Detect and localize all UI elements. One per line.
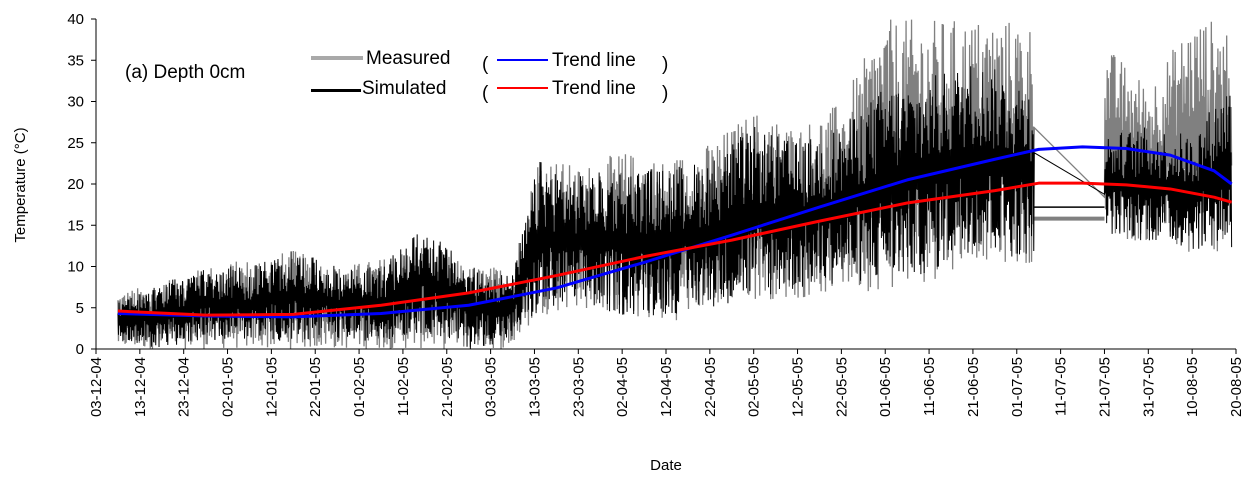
x-tick-label: 02-04-05 (614, 357, 631, 417)
axes (91, 18, 1237, 354)
x-tick-label: 13-12-04 (132, 357, 149, 417)
x-tick-label: 01-07-05 (1009, 357, 1026, 417)
x-tick-label: 23-12-04 (176, 357, 193, 417)
x-tick-label: 03-12-04 (88, 357, 105, 417)
legend-swatch-simulated (311, 89, 361, 92)
x-tick-label: 12-04-05 (658, 357, 675, 417)
x-tick-label: 22-01-05 (307, 357, 324, 417)
x-tick-label: 03-03-05 (483, 357, 500, 417)
legend: Measured Simulated ( Trend line ) ( Tren… (311, 48, 668, 104)
x-tick-label: 13-03-05 (526, 357, 543, 417)
series-band-simulated (117, 66, 1233, 349)
y-tick-label: 5 (76, 300, 84, 317)
x-tick-label: 02-05-05 (746, 357, 763, 417)
x-tick-label: 11-06-05 (921, 357, 938, 416)
legend-entry-simulated: Simulated (311, 78, 447, 99)
x-tick-label: 01-02-05 (351, 357, 368, 417)
y-tick-label: 40 (67, 11, 84, 28)
legend-paren-close-blue: ) (662, 54, 668, 75)
legend-paren-open-blue: ( (482, 54, 489, 75)
y-tick-label: 0 (76, 341, 84, 358)
legend-paren-close-red: ) (662, 83, 668, 104)
legend-entry-measured: Measured (311, 48, 451, 69)
legend-label-simulated: Simulated (362, 78, 447, 99)
x-tick-label: 12-05-05 (790, 357, 807, 417)
x-tick-label: 21-02-05 (439, 357, 456, 417)
x-tick-labels: 03-12-04 13-12-04 23-12-04 02-01-05 12-01-05… (88, 357, 1245, 417)
x-tick-label: 21-07-05 (1096, 357, 1113, 417)
x-tick-label: 02-01-05 (220, 357, 237, 417)
x-tick-label: 23-03-05 (570, 357, 587, 417)
legend-entry-trend-simulated: ( Trend line ) (482, 78, 668, 104)
x-tick-label: 22-04-05 (702, 357, 719, 417)
x-tick-label: 11-07-05 (1053, 357, 1070, 416)
legend-label-trend-blue: Trend line (552, 50, 636, 71)
legend-label-measured: Measured (366, 48, 451, 69)
x-tick-label: 31-07-05 (1140, 357, 1157, 417)
y-tick-label: 10 (67, 259, 84, 276)
trend-layer (117, 145, 1233, 319)
legend-entry-trend-measured: ( Trend line ) (482, 50, 668, 75)
x-tick-label: 01-06-05 (877, 357, 894, 417)
x-tick-label: 11-02-05 (395, 357, 412, 416)
x-tick-label: 10-08-05 (1184, 357, 1201, 417)
x-tick-label: 20-08-05 (1228, 357, 1245, 417)
legend-paren-open-red: ( (482, 83, 489, 104)
y-tick-label: 30 (67, 94, 84, 111)
y-tick-label: 25 (67, 135, 84, 152)
x-tick-label: 22-05-05 (833, 357, 850, 417)
legend-label-trend-red: Trend line (552, 78, 636, 99)
y-tick-label: 20 (67, 176, 84, 193)
trend-line-measured (117, 145, 1233, 319)
y-axis-title: Temperature (°C) (12, 127, 29, 242)
x-tick-label: 21-06-05 (965, 357, 982, 417)
trend-line-simulated (117, 181, 1233, 317)
legend-swatch-measured (311, 56, 363, 60)
x-axis-title: Date (650, 457, 682, 474)
chart-annotation: (a) Depth 0cm (125, 62, 245, 83)
y-tick-label: 35 (67, 52, 84, 69)
simulated-band-layer (117, 66, 1233, 349)
x-tick-label: 12-01-05 (263, 357, 280, 417)
y-tick-label: 15 (67, 217, 84, 234)
y-tick-labels: 0 5 10 15 20 25 30 35 40 (67, 11, 84, 358)
